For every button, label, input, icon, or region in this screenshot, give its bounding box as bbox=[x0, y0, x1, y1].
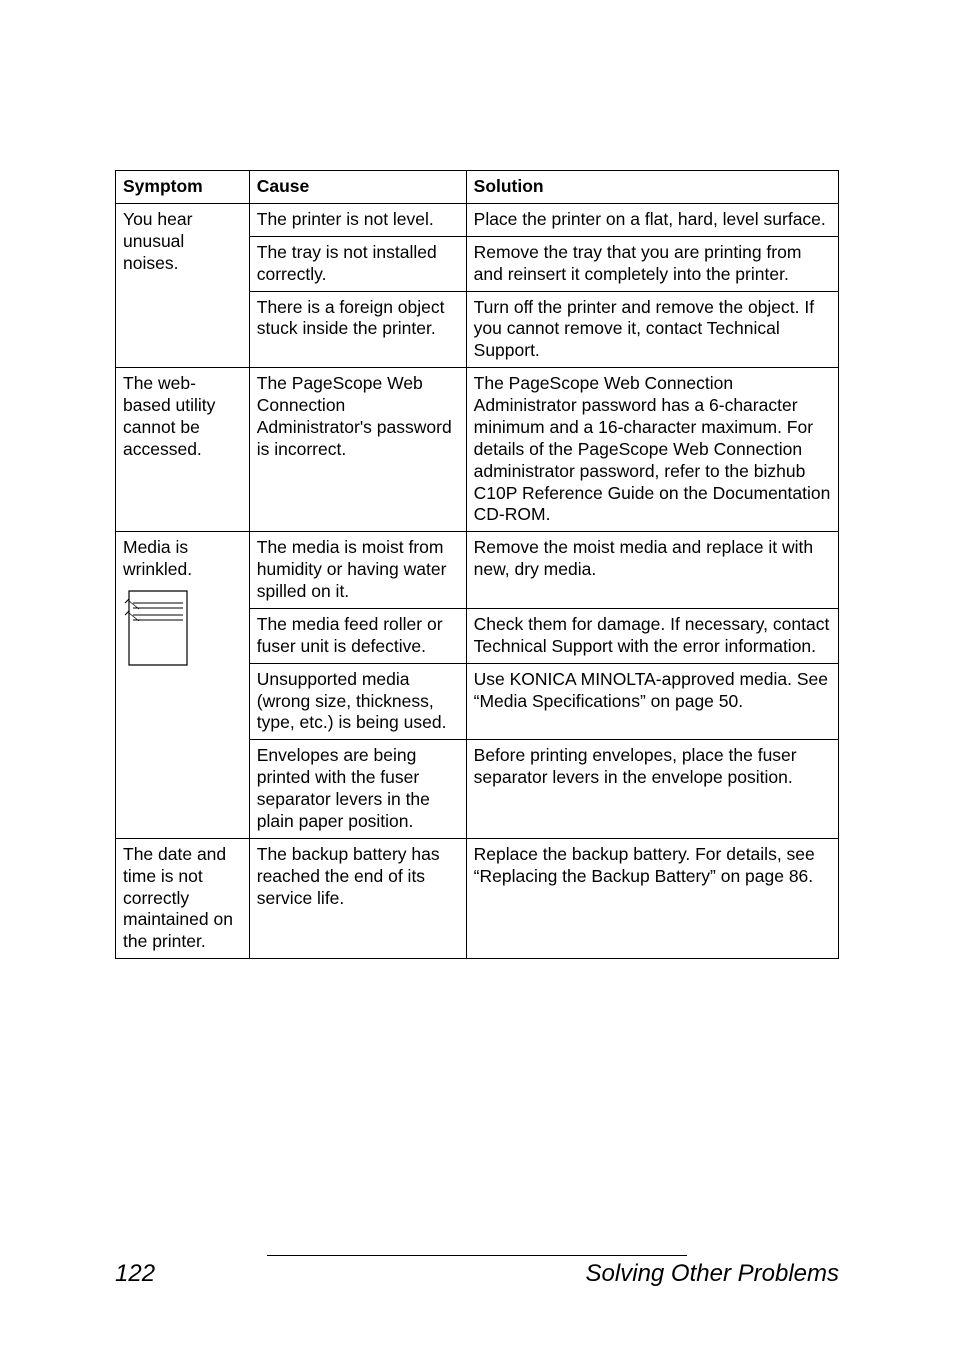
cause-cell: The tray is not installed correctly. bbox=[249, 236, 466, 291]
page-number: 122 bbox=[115, 1260, 155, 1288]
table-row: The web-based utility cannot be accessed… bbox=[116, 368, 839, 532]
wrinkled-paper-icon bbox=[123, 589, 193, 667]
solution-cell: Remove the tray that you are printing fr… bbox=[466, 236, 838, 291]
symptom-cell-wrinkled: Media is wrinkled. bbox=[116, 532, 250, 839]
table-header-row: Symptom Cause Solution bbox=[116, 171, 839, 204]
solution-cell: Use KONICA MINOLTA-approved media. See “… bbox=[466, 663, 838, 740]
cause-cell: Envelopes are being printed with the fus… bbox=[249, 740, 466, 839]
solution-cell: Before printing envelopes, place the fus… bbox=[466, 740, 838, 839]
solution-cell: The PageScope Web Connection Administrat… bbox=[466, 368, 838, 532]
header-symptom: Symptom bbox=[116, 171, 250, 204]
table-row: The date and time is not correctly maint… bbox=[116, 838, 839, 958]
cause-cell: Unsupported media (wrong size, thickness… bbox=[249, 663, 466, 740]
troubleshooting-table: Symptom Cause Solution You hear unusual … bbox=[115, 170, 839, 959]
header-cause: Cause bbox=[249, 171, 466, 204]
page-footer: 122 Solving Other Problems bbox=[115, 1255, 839, 1288]
cause-cell: The printer is not level. bbox=[249, 203, 466, 236]
solution-cell: Remove the moist media and replace it wi… bbox=[466, 532, 838, 609]
solution-cell: Replace the backup battery. For details,… bbox=[466, 838, 838, 958]
header-solution: Solution bbox=[466, 171, 838, 204]
cause-cell: The backup battery has reached the end o… bbox=[249, 838, 466, 958]
page-container: Symptom Cause Solution You hear unusual … bbox=[0, 0, 954, 1350]
symptom-cell-webutil: The web-based utility cannot be accessed… bbox=[116, 368, 250, 532]
symptom-cell-noises: You hear unusual noises. bbox=[116, 203, 250, 367]
footer-line: 122 Solving Other Problems bbox=[115, 1260, 839, 1288]
cause-cell: The PageScope Web Connection Administrat… bbox=[249, 368, 466, 532]
footer-rule bbox=[267, 1255, 687, 1256]
section-title: Solving Other Problems bbox=[586, 1260, 839, 1288]
table-row: Media is wrinkled. bbox=[116, 532, 839, 609]
symptom-text-wrinkled: Media is wrinkled. bbox=[123, 537, 192, 579]
cause-cell: There is a foreign object stuck inside t… bbox=[249, 291, 466, 368]
solution-cell: Place the printer on a flat, hard, level… bbox=[466, 203, 838, 236]
table-row: You hear unusual noises. The printer is … bbox=[116, 203, 839, 236]
symptom-cell-datetime: The date and time is not correctly maint… bbox=[116, 838, 250, 958]
cause-cell: The media is moist from humidity or havi… bbox=[249, 532, 466, 609]
cause-cell: The media feed roller or fuser unit is d… bbox=[249, 608, 466, 663]
solution-cell: Check them for damage. If necessary, con… bbox=[466, 608, 838, 663]
solution-cell: Turn off the printer and remove the obje… bbox=[466, 291, 838, 368]
